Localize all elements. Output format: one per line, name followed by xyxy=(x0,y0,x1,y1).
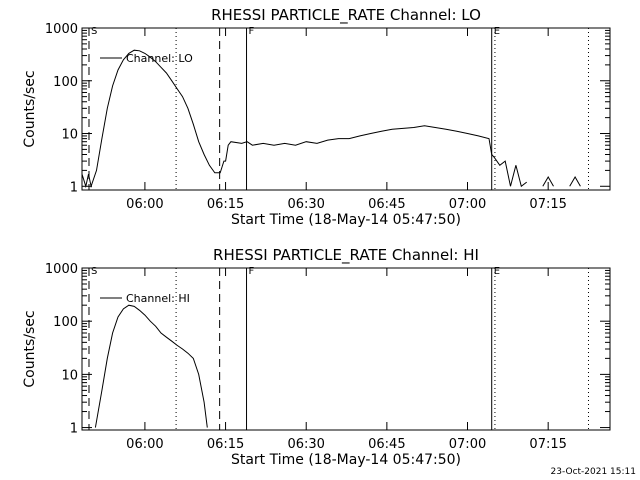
y-axis-label: Counts/sec xyxy=(22,70,38,147)
x-tick-label: 06:45 xyxy=(368,197,405,212)
event-label: S xyxy=(91,266,97,277)
event-label: E xyxy=(494,266,500,277)
y-tick-label: 1000 xyxy=(45,262,78,277)
footer: 23-Oct-2021 15:11 xyxy=(551,467,636,477)
x-tick-label: 06:30 xyxy=(287,197,324,212)
x-tick-label: 07:00 xyxy=(449,197,486,212)
x-tick-label: 06:15 xyxy=(207,437,244,452)
x-axis-label: Start Time (18-May-14 05:47:50) xyxy=(231,452,461,468)
data-line xyxy=(81,49,581,189)
x-tick-label: 07:00 xyxy=(449,437,486,452)
chart-title: RHESSI PARTICLE_RATE Channel: HI xyxy=(213,246,479,265)
legend-label: Channel: LO xyxy=(126,52,193,65)
legend-label: Channel: HI xyxy=(126,292,190,305)
y-tick-label: 10 xyxy=(61,368,78,383)
chart-title: RHESSI PARTICLE_RATE Channel: LO xyxy=(211,6,481,25)
x-tick-label: 06:00 xyxy=(126,437,163,452)
event-label: F xyxy=(249,266,255,277)
y-tick-label: 1 xyxy=(70,422,78,437)
x-tick-label: 06:00 xyxy=(126,197,163,212)
x-axis-label: Start Time (18-May-14 05:47:50) xyxy=(231,212,461,228)
y-tick-label: 100 xyxy=(53,75,78,90)
event-label: S xyxy=(91,26,97,37)
x-tick-label: 06:15 xyxy=(207,197,244,212)
y-tick-label: 1000 xyxy=(45,22,78,37)
y-tick-label: 1 xyxy=(70,180,78,195)
x-tick-label: 06:45 xyxy=(368,437,405,452)
y-tick-label: 100 xyxy=(53,315,78,330)
data-line xyxy=(94,304,208,428)
y-axis-label: Counts/sec xyxy=(22,310,38,387)
x-tick-label: 06:30 xyxy=(287,437,324,452)
plot-frame xyxy=(81,27,611,191)
y-tick-label: 10 xyxy=(61,128,78,143)
event-label: E xyxy=(494,26,500,37)
x-tick-label: 07:15 xyxy=(529,197,566,212)
x-tick-label: 07:15 xyxy=(529,437,566,452)
event-label: F xyxy=(249,26,255,37)
